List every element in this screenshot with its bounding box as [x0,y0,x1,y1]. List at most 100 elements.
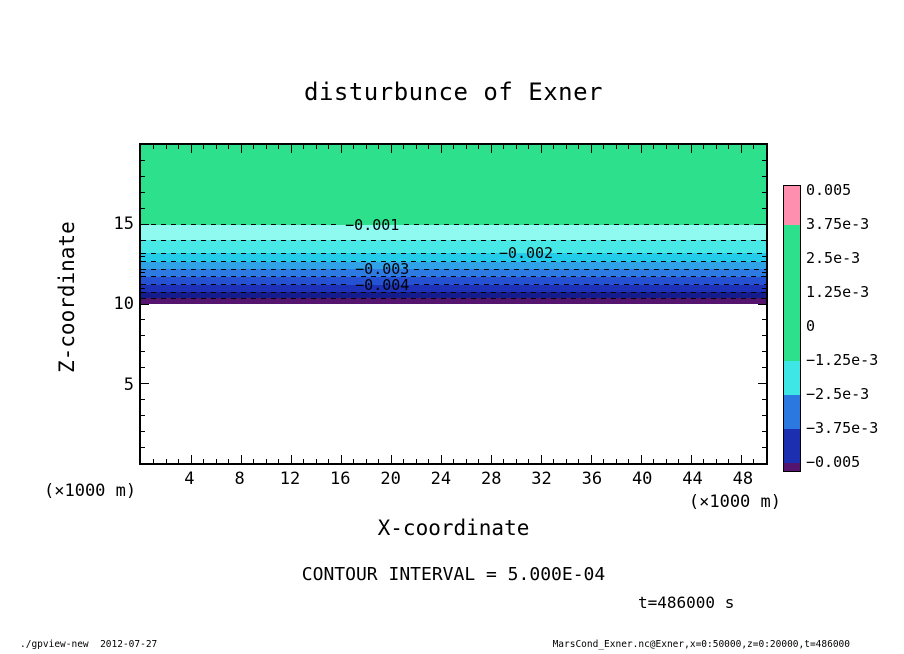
axis-tick [440,455,442,463]
axis-tick [141,446,145,448]
colorbar-tick-label: 2.5e-3 [806,248,861,267]
contour-line [141,224,341,225]
axis-tick [278,459,279,463]
axis-tick [678,145,679,149]
colorbar-segment [784,394,800,429]
axis-tick [762,414,766,416]
axis-tick [415,145,417,149]
tone-band [141,276,766,285]
axis-tick [762,319,766,321]
axis-tick [403,145,404,149]
axis-tick [178,145,179,149]
axis-tick [390,145,392,153]
axis-tick [653,145,654,149]
footer-data-source: MarsCond_Exner.nc@Exner,x=0:50000,z=0:20… [552,639,850,650]
colorbar-segment [784,462,800,471]
y-tick-label: 15 [113,213,134,234]
axis-tick [640,455,642,463]
axis-tick [762,255,766,257]
axis-tick [762,446,766,448]
y-tick-label: 10 [113,294,134,314]
colorbar-labels: 0.005 3.75e-3 2.5e-3 1.25e-3 0 −1.25e-3 −2.5e-… [806,181,898,471]
axis-tick [762,176,766,178]
axis-tick [715,459,717,463]
contour-line [557,252,766,254]
axis-tick [465,145,467,149]
axis-tick [690,145,692,153]
axis-tick [141,239,145,241]
axis-tick [615,459,617,463]
tone-band [141,145,766,225]
y-axis-units-label: (×1000 m) [44,481,137,501]
axis-tick [290,455,292,463]
axis-tick [503,459,504,463]
axis-tick [228,145,229,149]
tone-band [141,298,766,304]
x-axis-title: X-coordinate [377,516,530,540]
x-tick-label: 44 [682,469,703,489]
x-tick-label: 12 [279,469,301,489]
axis-tick [762,335,766,337]
axis-tick [141,398,145,400]
axis-tick [762,367,766,369]
contour-line [413,268,766,270]
colorbar [783,185,801,472]
colorbar-tick-label: −1.25e-3 [806,350,879,369]
axis-tick [203,145,204,149]
colorbar-tick-label: −0.005 [806,452,861,471]
axis-tick [762,287,766,289]
colorbar-segment [784,186,800,226]
axis-tick [153,145,154,149]
contour-line [141,261,766,263]
x-tick-label: 8 [234,469,245,489]
axis-tick [762,351,766,353]
x-tick-label: 36 [581,469,603,489]
tone-band [141,304,766,463]
axis-tick [762,208,766,210]
axis-tick [465,459,467,463]
axis-tick [141,367,145,369]
contour-line [141,276,766,278]
x-tick-label: 48 [732,469,754,489]
plot-area: −0.001 −0.002 −0.003 −0.004 [139,143,768,465]
axis-tick [141,430,145,432]
axis-tick [653,459,654,463]
axis-tick [141,208,145,210]
contour-line [141,268,351,270]
axis-tick [453,459,454,463]
axis-tick [728,145,729,149]
x-tick-label: 20 [380,469,401,489]
colorbar-tick-label: 3.75e-3 [806,214,870,233]
colorbar-tick-label: 1.25e-3 [806,282,870,301]
axis-tick [728,459,729,463]
time-label: t=486000 s [638,593,735,612]
contour-line [141,297,766,299]
axis-tick [627,459,629,463]
axis-tick [415,459,417,463]
axis-tick [328,145,329,149]
axis-tick [165,145,167,149]
contour-label: −0.002 [498,244,554,263]
colorbar-segment [784,225,800,361]
axis-tick [762,239,766,241]
contour-line [141,252,495,254]
axis-tick [141,271,145,273]
axis-tick [453,145,454,149]
axis-tick [141,351,145,353]
axis-tick [528,459,529,463]
axis-tick [762,192,766,194]
axis-tick [141,383,149,384]
colorbar-segment [784,428,800,463]
axis-tick [353,459,354,463]
axis-tick [553,459,554,463]
y-axis-title: Z-coordinate [55,221,79,373]
axis-tick [141,335,145,337]
axis-tick [578,459,579,463]
axis-tick [190,145,192,153]
axis-tick [565,145,567,149]
axis-tick [328,459,329,463]
contour-line [141,284,351,286]
axis-tick [565,459,567,463]
axis-tick [190,455,192,463]
